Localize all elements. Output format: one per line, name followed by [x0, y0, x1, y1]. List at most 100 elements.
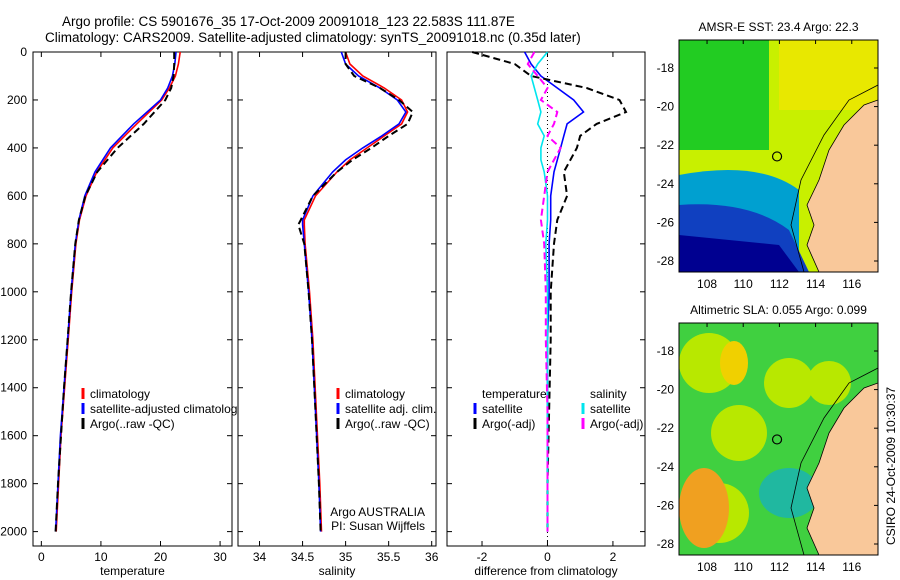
- legend-label: satellite adj. clim.: [345, 402, 436, 416]
- x-tick-label: 34.5: [291, 550, 315, 564]
- argo-location-marker: [771, 434, 783, 445]
- x-tick-label: 0: [38, 550, 45, 564]
- series-line-satellite-adjusted-climatology: [54, 51, 177, 532]
- lat-tick-label: -18: [657, 344, 675, 358]
- sst-field: [679, 235, 799, 272]
- x-tick-label: 10: [94, 550, 108, 564]
- land-australia: [806, 99, 878, 272]
- y-tick-label: 200: [7, 93, 27, 107]
- lon-tick-label: 110: [734, 277, 753, 291]
- lon-tick-label: 108: [697, 277, 717, 291]
- lon-tick-label: 114: [806, 560, 825, 574]
- map-frame: [678, 39, 879, 273]
- x-axis-label: difference from climatology: [474, 564, 617, 578]
- y-tick-label: 800: [7, 237, 27, 251]
- legend-label: satellite: [590, 402, 631, 416]
- x-axis-label: temperature: [100, 564, 165, 578]
- sla-blob: [720, 341, 748, 385]
- legend-label: Argo(..raw -QC): [345, 417, 430, 431]
- lat-tick-label: -24: [657, 460, 675, 474]
- map-title: AMSR-E SST: 23.4 Argo: 22.3: [698, 20, 858, 34]
- sst-field: [779, 40, 878, 110]
- y-tick-label: 600: [7, 189, 27, 203]
- x-tick-label: 30: [213, 550, 227, 564]
- x-tick-label: 2: [610, 550, 617, 564]
- map-field: [679, 40, 878, 272]
- lat-tick-label: -22: [657, 421, 675, 435]
- lat-tick-label: -20: [657, 100, 675, 114]
- series-line-salinity-argo-adj-: [526, 51, 562, 532]
- series-line-argo-raw-qc-: [297, 52, 415, 532]
- x-tick-label: 36: [425, 550, 439, 564]
- x-axis-label: salinity: [319, 564, 356, 578]
- lon-tick-label: 110: [734, 560, 753, 574]
- x-tick-label: -2: [477, 550, 488, 564]
- lon-tick-label: 112: [770, 560, 789, 574]
- salinity-panel: 34 34.5 35 35.5 36 salinity climatologysatelli…: [237, 51, 439, 578]
- x-tick-label: 0: [544, 550, 551, 564]
- lon-tick-label: 114: [806, 277, 825, 291]
- timestamp-label: CSIRO 24-Oct-2009 10:30:37: [884, 387, 898, 545]
- y-tick-label: 2000: [0, 525, 27, 539]
- lon-tick-label: 112: [770, 277, 789, 291]
- argo-location-marker: [771, 151, 783, 162]
- float-annotation: PI: Susan Wijffels: [331, 519, 425, 533]
- sla-blob: [759, 468, 819, 518]
- x-tick-label: 35: [339, 550, 353, 564]
- legend-label: Argo(..raw -QC): [90, 417, 175, 431]
- lon-tick-label: 116: [842, 277, 861, 291]
- sla-blob: [711, 405, 767, 461]
- series-line-salinity-satellite: [530, 51, 549, 532]
- lon-tick-label: 116: [842, 560, 861, 574]
- x-tick-label: 20: [154, 550, 168, 564]
- y-tick-label: 400: [7, 141, 27, 155]
- title-line-2: Climatology: CARS2009. Satellite-adjuste…: [45, 30, 581, 45]
- sla-blob: [764, 358, 814, 408]
- lat-tick-label: -28: [657, 537, 675, 551]
- legend-label: climatology: [345, 387, 405, 401]
- title-line-1: Argo profile: CS 5901676_35 17-Oct-2009 …: [62, 14, 515, 29]
- lon-tick-label: 108: [697, 560, 717, 574]
- legend-label: satellite-adjusted climatology: [90, 402, 243, 416]
- lat-tick-label: -20: [657, 383, 675, 397]
- plot-frame: [32, 51, 233, 547]
- lat-tick-label: -18: [657, 61, 675, 75]
- bathymetry-contour: [790, 84, 878, 272]
- y-tick-label: 1400: [0, 381, 27, 395]
- lat-tick-label: -26: [657, 215, 675, 229]
- bathymetry-contour: [790, 367, 878, 555]
- legend-label: satellite: [482, 402, 523, 416]
- plot-frame: [237, 51, 437, 547]
- land-australia: [806, 382, 878, 555]
- map-title: Altimetric SLA: 0.055 Argo: 0.099: [690, 303, 867, 317]
- sla-blob: [679, 468, 729, 548]
- sla-map: Altimetric SLA: 0.055 Argo: 0.099 108 110 1…: [657, 303, 879, 574]
- sst-field: [679, 40, 769, 150]
- lat-tick-label: -26: [657, 498, 675, 512]
- temperature-panel: 0 10 20 30 temperature 0 200 400 600 800 1000 1200 1…: [0, 45, 243, 578]
- legend-header: salinity: [590, 387, 627, 401]
- y-tick-label: 0: [20, 45, 27, 59]
- y-tick-label: 1600: [0, 429, 27, 443]
- legend-label: Argo(-adj): [590, 417, 643, 431]
- sla-blob: [807, 361, 851, 405]
- map-frame: [678, 322, 879, 556]
- y-tick-label: 1200: [0, 333, 27, 347]
- legend-header: temperature: [482, 387, 547, 401]
- y-tick-label: 1800: [0, 477, 27, 491]
- sst-map: AMSR-E SST: 23.4 Argo: 22.3 108 110 112 114 1…: [657, 20, 879, 291]
- lat-tick-label: -22: [657, 138, 675, 152]
- map-field: [679, 323, 878, 555]
- x-tick-label: 35.5: [377, 550, 401, 564]
- float-annotation: Argo AUSTRALIA: [330, 505, 425, 519]
- lat-tick-label: -28: [657, 254, 675, 268]
- x-tick-label: 34: [253, 550, 267, 564]
- lat-tick-label: -24: [657, 177, 675, 191]
- y-tick-label: 1000: [0, 285, 27, 299]
- series-line-temperature-argo-adj-: [471, 51, 628, 532]
- legend-label: Argo(-adj): [482, 417, 535, 431]
- legend-label: climatology: [90, 387, 150, 401]
